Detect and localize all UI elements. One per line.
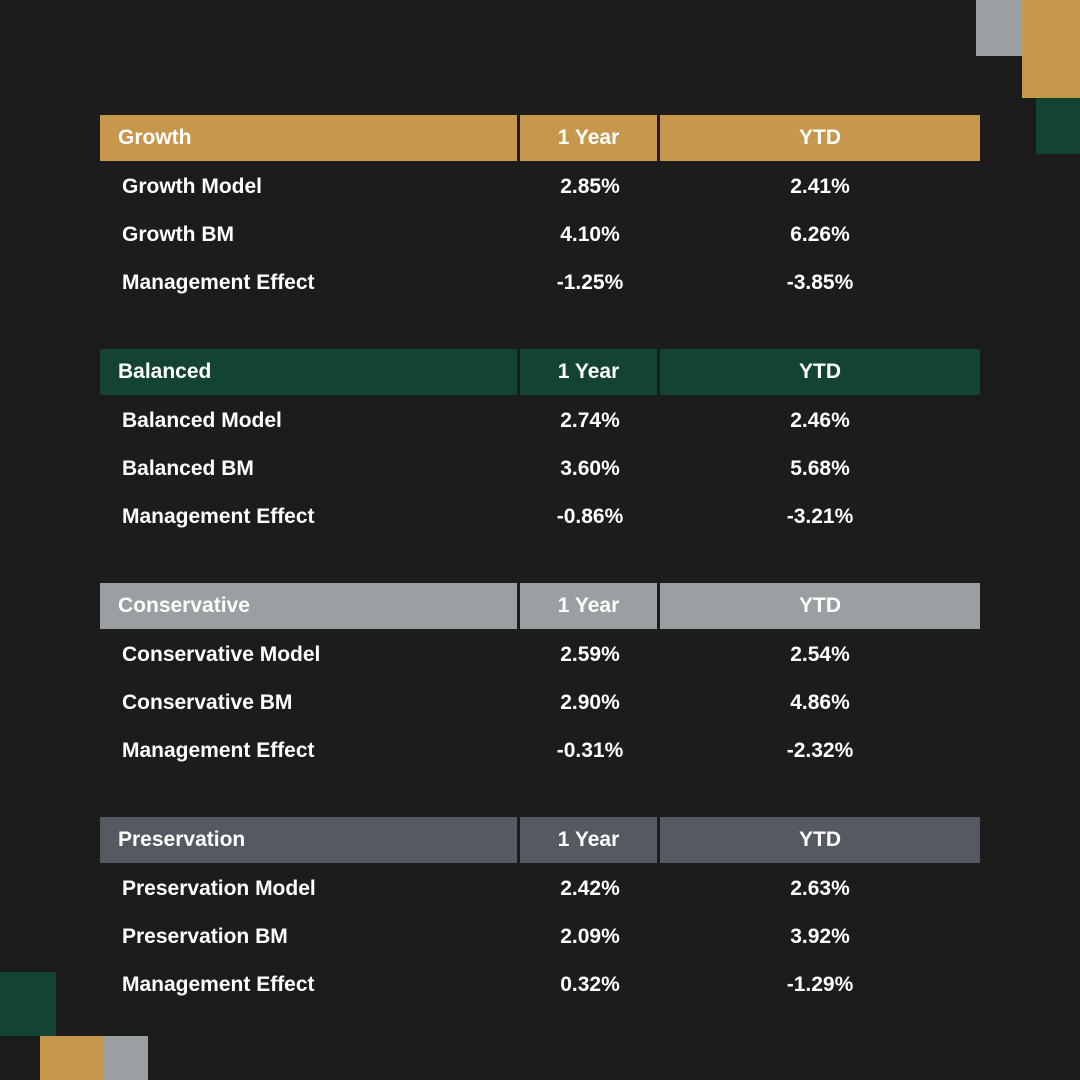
row-1year: 4.10%: [520, 209, 660, 257]
table-row: Management Effect -0.31% -2.32%: [100, 725, 980, 773]
table-row: Conservative Model 2.59% 2.54%: [100, 629, 980, 677]
table-balanced: Balanced 1 Year YTD Balanced Model 2.74%…: [100, 349, 980, 539]
row-ytd: 6.26%: [660, 209, 980, 257]
row-1year: -0.31%: [520, 725, 660, 773]
table-preservation: Preservation 1 Year YTD Preservation Mod…: [100, 817, 980, 1007]
table-row: Growth BM 4.10% 6.26%: [100, 209, 980, 257]
row-ytd: 4.86%: [660, 677, 980, 725]
table-row: Preservation BM 2.09% 3.92%: [100, 911, 980, 959]
row-1year: 2.09%: [520, 911, 660, 959]
table-header-title: Preservation: [100, 817, 520, 863]
row-1year: -0.86%: [520, 491, 660, 539]
table-row: Growth Model 2.85% 2.41%: [100, 161, 980, 209]
table-row: Management Effect -0.86% -3.21%: [100, 491, 980, 539]
row-ytd: -3.21%: [660, 491, 980, 539]
row-ytd: -1.29%: [660, 959, 980, 1007]
table-conservative: Conservative 1 Year YTD Conservative Mod…: [100, 583, 980, 773]
row-label: Management Effect: [100, 725, 520, 773]
table-header-ytd: YTD: [660, 115, 980, 161]
table-header-ytd: YTD: [660, 583, 980, 629]
row-ytd: -3.85%: [660, 257, 980, 305]
table-row: Conservative BM 2.90% 4.86%: [100, 677, 980, 725]
table-header-title: Balanced: [100, 349, 520, 395]
row-ytd: 3.92%: [660, 911, 980, 959]
table-growth: Growth 1 Year YTD Growth Model 2.85% 2.4…: [100, 115, 980, 305]
table-header-ytd: YTD: [660, 817, 980, 863]
table-header-title: Conservative: [100, 583, 520, 629]
row-ytd: 2.63%: [660, 863, 980, 911]
row-label: Management Effect: [100, 257, 520, 305]
row-label: Balanced Model: [100, 395, 520, 443]
table-header-1year: 1 Year: [520, 115, 660, 161]
table-header-title: Growth: [100, 115, 520, 161]
row-1year: -1.25%: [520, 257, 660, 305]
row-label: Balanced BM: [100, 443, 520, 491]
row-label: Conservative BM: [100, 677, 520, 725]
row-label: Management Effect: [100, 959, 520, 1007]
table-header-1year: 1 Year: [520, 817, 660, 863]
row-ytd: 2.41%: [660, 161, 980, 209]
deco-block: [0, 972, 56, 1036]
row-label: Growth BM: [100, 209, 520, 257]
row-label: Growth Model: [100, 161, 520, 209]
table-header-1year: 1 Year: [520, 583, 660, 629]
table-header-1year: 1 Year: [520, 349, 660, 395]
row-1year: 2.90%: [520, 677, 660, 725]
row-1year: 3.60%: [520, 443, 660, 491]
table-row: Management Effect 0.32% -1.29%: [100, 959, 980, 1007]
row-ytd: 5.68%: [660, 443, 980, 491]
table-row: Balanced Model 2.74% 2.46%: [100, 395, 980, 443]
deco-block: [40, 1036, 104, 1080]
deco-block: [976, 0, 1022, 56]
table-header-ytd: YTD: [660, 349, 980, 395]
table-row: Balanced BM 3.60% 5.68%: [100, 443, 980, 491]
row-1year: 2.42%: [520, 863, 660, 911]
row-ytd: -2.32%: [660, 725, 980, 773]
tables-container: Growth 1 Year YTD Growth Model 2.85% 2.4…: [100, 115, 980, 1051]
row-label: Preservation BM: [100, 911, 520, 959]
row-label: Conservative Model: [100, 629, 520, 677]
row-1year: 0.32%: [520, 959, 660, 1007]
row-1year: 2.85%: [520, 161, 660, 209]
row-ytd: 2.54%: [660, 629, 980, 677]
row-label: Preservation Model: [100, 863, 520, 911]
row-1year: 2.59%: [520, 629, 660, 677]
deco-block: [1022, 0, 1080, 98]
table-row: Management Effect -1.25% -3.85%: [100, 257, 980, 305]
row-label: Management Effect: [100, 491, 520, 539]
deco-block: [1036, 98, 1080, 154]
row-ytd: 2.46%: [660, 395, 980, 443]
row-1year: 2.74%: [520, 395, 660, 443]
table-row: Preservation Model 2.42% 2.63%: [100, 863, 980, 911]
